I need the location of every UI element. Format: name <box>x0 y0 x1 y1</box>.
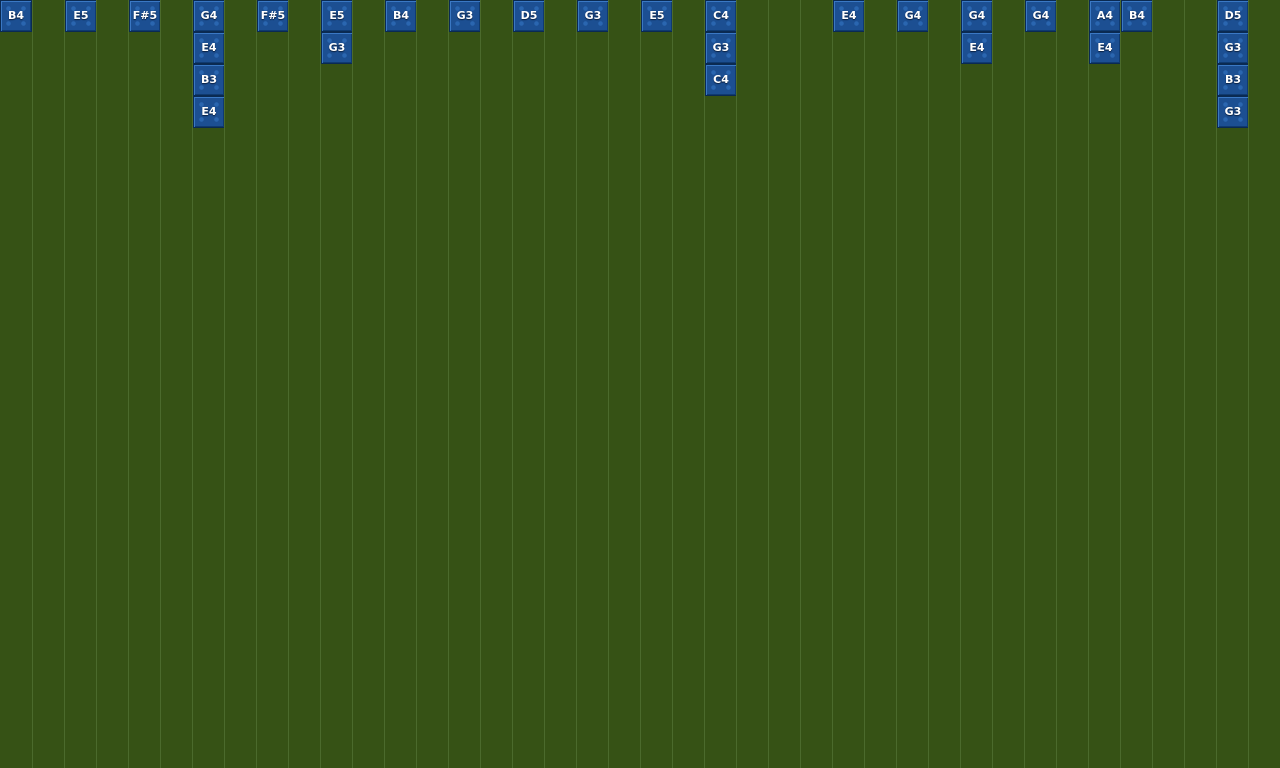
note-block[interactable]: E4 <box>833 0 865 32</box>
note-block[interactable]: C4 <box>705 64 737 96</box>
note-block[interactable]: G3 <box>1217 32 1249 64</box>
note-block[interactable]: G4 <box>897 0 929 32</box>
grid-column[interactable]: D5 <box>512 0 545 768</box>
note-block[interactable]: E5 <box>65 0 97 32</box>
note-block[interactable]: G3 <box>705 32 737 64</box>
note-block[interactable]: E4 <box>193 32 225 64</box>
grid-column[interactable] <box>1248 0 1280 768</box>
note-block[interactable]: D5 <box>1217 0 1249 32</box>
grid-column[interactable]: B4 <box>0 0 32 768</box>
grid-column[interactable]: G3 <box>576 0 609 768</box>
grid-column[interactable] <box>1152 0 1184 768</box>
note-block[interactable]: G4 <box>193 0 225 32</box>
grid-column[interactable] <box>736 0 768 768</box>
grid-column[interactable] <box>864 0 896 768</box>
note-block[interactable]: A4 <box>1089 0 1121 32</box>
grid-column[interactable]: F#5 <box>256 0 289 768</box>
grid-column[interactable]: E5 <box>64 0 97 768</box>
note-block[interactable]: B4 <box>385 0 417 32</box>
grid-column[interactable] <box>1056 0 1088 768</box>
grid-column[interactable]: F#5 <box>128 0 161 768</box>
note-block[interactable]: E5 <box>321 0 353 32</box>
note-block[interactable]: G3 <box>577 0 609 32</box>
note-block[interactable]: G3 <box>1217 96 1249 128</box>
note-block[interactable]: B4 <box>0 0 32 32</box>
note-block[interactable]: B3 <box>193 64 225 96</box>
grid-column[interactable]: D5 G3 B3 G3 <box>1216 0 1249 768</box>
note-block[interactable]: E5 <box>641 0 673 32</box>
grid-column[interactable]: B4 <box>1120 0 1153 768</box>
grid-column[interactable]: A4 E4 <box>1088 0 1121 768</box>
note-block[interactable]: B3 <box>1217 64 1249 96</box>
grid-column[interactable]: G4 E4 B3 E4 <box>192 0 225 768</box>
grid-column[interactable]: G4 <box>896 0 929 768</box>
grid-column[interactable] <box>1184 0 1216 768</box>
grid-column[interactable]: E4 <box>832 0 865 768</box>
note-block[interactable]: C4 <box>705 0 737 32</box>
note-block[interactable]: E4 <box>193 96 225 128</box>
grid-column[interactable] <box>992 0 1024 768</box>
note-block[interactable]: E4 <box>961 32 993 64</box>
grid-column[interactable]: G3 <box>448 0 481 768</box>
note-block[interactable]: G4 <box>961 0 993 32</box>
note-block[interactable]: G4 <box>1025 0 1057 32</box>
note-block[interactable]: F#5 <box>129 0 161 32</box>
grid-column[interactable] <box>672 0 704 768</box>
note-block[interactable]: D5 <box>513 0 545 32</box>
grid-column[interactable]: E5 <box>640 0 673 768</box>
grid-column[interactable]: C4 G3 C4 <box>704 0 737 768</box>
grid-column[interactable] <box>352 0 384 768</box>
grid-column[interactable] <box>544 0 576 768</box>
grid-column[interactable] <box>96 0 128 768</box>
grid-column[interactable]: B4 <box>384 0 417 768</box>
grid-column[interactable]: G4 E4 <box>960 0 993 768</box>
grid-column[interactable] <box>800 0 832 768</box>
grid-column[interactable]: E5 G3 <box>320 0 353 768</box>
note-block[interactable]: G3 <box>321 32 353 64</box>
grid-column[interactable] <box>160 0 192 768</box>
grid-column[interactable] <box>768 0 800 768</box>
grid-column[interactable]: G4 <box>1024 0 1057 768</box>
grid-column[interactable] <box>608 0 640 768</box>
note-block[interactable]: E4 <box>1089 32 1121 64</box>
grid-column[interactable] <box>32 0 64 768</box>
grid-column[interactable] <box>288 0 320 768</box>
note-block[interactable]: B4 <box>1121 0 1153 32</box>
note-block[interactable]: F#5 <box>257 0 289 32</box>
grid-column[interactable] <box>224 0 256 768</box>
grid-column[interactable] <box>416 0 448 768</box>
grid-column[interactable] <box>928 0 960 768</box>
grid-column[interactable] <box>480 0 512 768</box>
note-block[interactable]: G3 <box>449 0 481 32</box>
